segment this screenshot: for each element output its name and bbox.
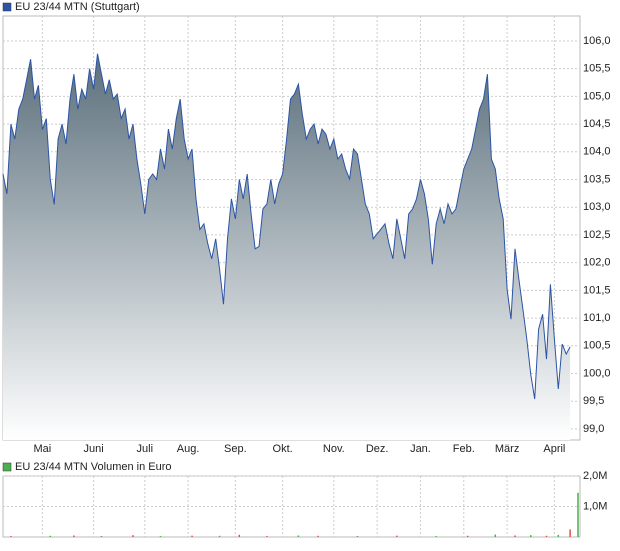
- volume-bar: [297, 535, 300, 537]
- y-tick-label: 103,0: [583, 201, 611, 213]
- volume-bar: [435, 536, 437, 537]
- x-tick-label: Jan.: [410, 443, 431, 455]
- volume-bar: [159, 536, 162, 537]
- x-tick-label: März: [495, 443, 519, 455]
- legend-swatch: [2, 462, 12, 472]
- volume-bar: [569, 529, 571, 537]
- volume-bar: [466, 535, 469, 537]
- volume-bar: [557, 534, 560, 537]
- volume-bar: [396, 535, 398, 537]
- y-tick-label: 1,0M: [583, 500, 607, 512]
- area-fill: [3, 53, 571, 440]
- y-tick-label: 100,5: [583, 340, 611, 352]
- y-tick-label: 106,0: [583, 35, 611, 47]
- y-tick-label: 105,5: [583, 63, 611, 75]
- volume-bar: [577, 492, 579, 537]
- x-tick-label: Juli: [137, 443, 154, 455]
- volume-bar: [545, 535, 548, 537]
- y-tick-label: 103,5: [583, 173, 611, 185]
- volume-bar: [266, 536, 268, 537]
- chart-title: EU 23/44 MTN Volumen in Euro: [15, 461, 172, 473]
- legend-swatch: [2, 2, 12, 12]
- x-tick-label: Sep.: [224, 443, 247, 455]
- y-tick-label: 104,5: [583, 118, 611, 130]
- y-tick-label: 102,5: [583, 229, 611, 241]
- volume-bar: [49, 535, 52, 537]
- y-tick-label: 105,0: [583, 90, 611, 102]
- y-tick-label: 99,0: [583, 423, 604, 435]
- volume-bar: [529, 535, 532, 537]
- x-tick-label: April: [543, 443, 565, 455]
- volume-bar: [514, 535, 516, 537]
- volume-bar: [356, 535, 359, 537]
- volume-bar: [238, 534, 241, 537]
- y-tick-label: 100,0: [583, 367, 611, 379]
- volume-bar: [100, 535, 103, 537]
- y-tick-label: 104,0: [583, 146, 611, 158]
- x-tick-label: Feb.: [453, 443, 475, 455]
- y-tick-label: 101,0: [583, 312, 611, 324]
- volume-bar: [317, 535, 319, 537]
- y-tick-label: 102,0: [583, 257, 611, 269]
- volume-bar: [218, 535, 221, 537]
- volume-bar: [73, 535, 75, 537]
- volume-bar: [132, 535, 134, 537]
- x-tick-label: Aug.: [177, 443, 200, 455]
- x-tick-label: Mai: [34, 443, 52, 455]
- x-tick-label: Nov.: [323, 443, 345, 455]
- y-tick-label: 101,5: [583, 284, 611, 296]
- y-tick-label: 2,0M: [583, 470, 607, 482]
- volume-bar: [10, 536, 12, 537]
- price-line: [2, 53, 571, 400]
- x-tick-label: Juni: [83, 443, 103, 455]
- volume-bar: [494, 534, 497, 537]
- volume-bar: [191, 535, 193, 537]
- y-tick-label: 99,5: [583, 395, 604, 407]
- chart-title: EU 23/44 MTN (Stuttgart): [15, 1, 140, 13]
- x-tick-label: Dez.: [366, 443, 389, 455]
- x-tick-label: Okt.: [273, 443, 293, 455]
